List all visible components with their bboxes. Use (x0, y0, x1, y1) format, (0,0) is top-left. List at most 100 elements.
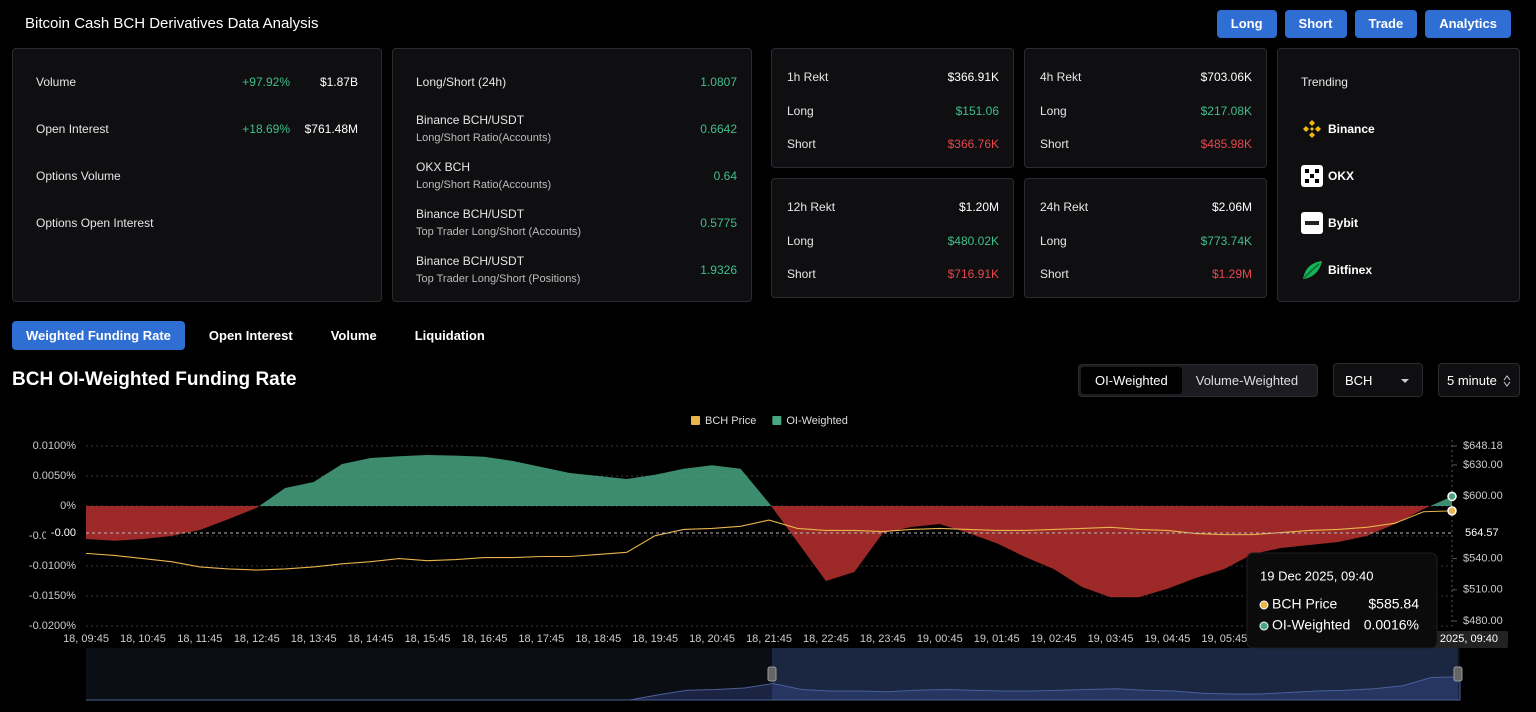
x-tick-label: 18, 19:45 (632, 633, 678, 645)
trending-card: Trending Binance OKX Bybit Bitfinex (1277, 48, 1520, 302)
tooltip-value: $585.84 (1368, 596, 1419, 612)
y2-tick-label: $648.18 (1463, 440, 1503, 452)
x-tick-label: 19, 01:45 (974, 633, 1020, 645)
y-tick-label: 0.0050% (33, 470, 77, 482)
navigator-handle (1453, 666, 1463, 682)
ratio-label: Binance BCH/USDT (416, 254, 525, 268)
ratio-label: OKX BCH (416, 160, 471, 174)
x-tick-label: 18, 22:45 (803, 633, 849, 645)
x-tick-label: 18, 14:45 (348, 633, 394, 645)
chart-title: BCH OI-Weighted Funding Rate (12, 369, 297, 390)
y2-tick-label: $600.00 (1463, 490, 1503, 502)
ratio-sublabel: Top Trader Long/Short (Positions) (416, 273, 581, 285)
exchange-name[interactable]: Binance (1328, 122, 1375, 136)
navigator-series (86, 676, 1461, 701)
metric-change: +97.92% (242, 75, 290, 89)
caret (1503, 375, 1511, 387)
ratio-sublabel: Long/Short Ratio(Accounts) (416, 132, 552, 144)
tooltip-box (1246, 552, 1438, 649)
weighting-toggle: OI-Weighted Volume-Weighted (1078, 364, 1318, 397)
rekt-label: Short (1040, 137, 1069, 151)
rekt-card: 1h Rekt $366.91K Long $151.06 Short $366.76K (771, 48, 1014, 168)
tab[interactable]: Volume (330, 328, 377, 343)
header-button[interactable]: Short (1284, 10, 1347, 38)
rekt-value: $480.02K (947, 234, 999, 248)
metric-label: Options Volume (36, 169, 121, 183)
y-tick-label: 0% (60, 500, 76, 512)
overview-card: Volume +97.92% $1.87B Open Interest +18.69% $… (12, 48, 382, 302)
y2-tick-label: $480.00 (1463, 615, 1503, 627)
x-tick-label: 18, 23:45 (860, 633, 906, 645)
x-tick-label: 18, 12:45 (234, 633, 280, 645)
rekt-value: $703.06K (1200, 70, 1252, 84)
crosshair-y-box (46, 525, 80, 542)
exchange-name[interactable]: Bybit (1328, 216, 1358, 230)
tabs: Weighted Funding Rate Open Interest Volume… (12, 321, 509, 350)
symbol: BCH (1345, 373, 1373, 388)
metric-change: +18.69% (242, 122, 290, 136)
toggle-option[interactable]: OI-Weighted (1081, 367, 1182, 394)
rekt-label: 4h Rekt (1040, 70, 1082, 84)
x-tick-label: 19, 05:45 (1201, 633, 1247, 645)
crosshair-y2-label: 564.57 (1465, 527, 1499, 539)
y-tick-label: -0.0100% (29, 560, 76, 572)
ratio-sublabel: Top Trader Long/Short (Accounts) (416, 226, 582, 238)
rekt-label: Long (1040, 234, 1067, 248)
y2-tick-label: $630.00 (1463, 459, 1503, 471)
legend-label: BCH Price (705, 415, 756, 427)
header-button[interactable]: Trade (1354, 10, 1418, 38)
header-button[interactable]: Long (1216, 10, 1277, 38)
ratio-label: Binance BCH/USDT (416, 113, 525, 127)
exchange-icon (1301, 212, 1323, 234)
rekt-value: $151.06 (955, 104, 999, 118)
x-tick-label: 18, 15:45 (405, 633, 451, 645)
rekt-label: Long (787, 234, 814, 248)
ratio-label: Binance BCH/USDT (416, 207, 525, 221)
rekt-value: $366.91K (947, 70, 999, 84)
rekt-value: $1.29M (1211, 267, 1252, 281)
hover-point (1447, 491, 1457, 502)
x-tick-label: 19, 03:45 (1088, 633, 1134, 645)
y-tick-label: 0.0100% (33, 440, 77, 452)
legend-swatch (772, 416, 782, 425)
metric-value: $761.48M (304, 122, 358, 136)
x-tick-label: 18, 16:45 (461, 633, 507, 645)
exchange-icon (1303, 120, 1321, 138)
y-tick-label: -0.0200% (29, 620, 76, 632)
ratio-sublabel: Long/Short Ratio(Accounts) (416, 179, 552, 191)
ratio-card: Long/Short (24h) 1.0807 Binance BCH/USDT Lo… (392, 48, 752, 302)
ratio-value: 1.0807 (700, 75, 737, 89)
x-tick-label: 18, 13:45 (291, 633, 337, 645)
ratio-value: 0.6642 (700, 122, 737, 136)
header-button[interactable]: Analytics (1425, 10, 1511, 38)
x-tick-label: 18, 18:45 (575, 633, 621, 645)
exchange-name[interactable]: Bitfinex (1328, 263, 1373, 277)
crosshair-y-label: -0.00 (51, 527, 76, 539)
exchange-name[interactable]: OKX (1328, 169, 1355, 183)
metric-value: $1.87B (319, 75, 358, 89)
rekt-label: Long (787, 104, 814, 118)
navigator-handle (767, 666, 777, 682)
exchange-icon (1301, 165, 1323, 187)
tab[interactable]: Liquidation (414, 328, 485, 343)
header-buttons: Long Short Trade Analytics (1216, 10, 1511, 38)
page-title: Bitcoin Cash BCH Derivatives Data Analys… (25, 15, 319, 32)
tooltip-name: BCH Price (1272, 596, 1338, 612)
interval-select[interactable]: 5 minute (1438, 363, 1520, 397)
tooltip-name: OI-Weighted (1272, 617, 1350, 633)
rekt-label: Short (787, 267, 816, 281)
tab[interactable]: Weighted Funding Rate (12, 321, 185, 350)
symbol-select[interactable]: BCH (1333, 363, 1423, 397)
tab[interactable]: Open Interest (208, 328, 293, 343)
rekt-value: $366.76K (947, 137, 999, 151)
rekt-value: $1.20M (958, 200, 999, 214)
y2-tick-label: $540.00 (1463, 552, 1503, 564)
x-tick-label: 19, 04:45 (1144, 633, 1190, 645)
metric-label: Volume (36, 75, 77, 89)
tooltip-title: 19 Dec 2025, 09:40 (1260, 568, 1373, 583)
toggle-option[interactable]: Volume-Weighted (1195, 373, 1299, 388)
rekt-card: 12h Rekt $1.20M Long $480.02K Short $716.91K (771, 178, 1014, 298)
rekt-value: $2.06M (1211, 200, 1252, 214)
x-tick-label: 18, 11:45 (177, 633, 222, 645)
